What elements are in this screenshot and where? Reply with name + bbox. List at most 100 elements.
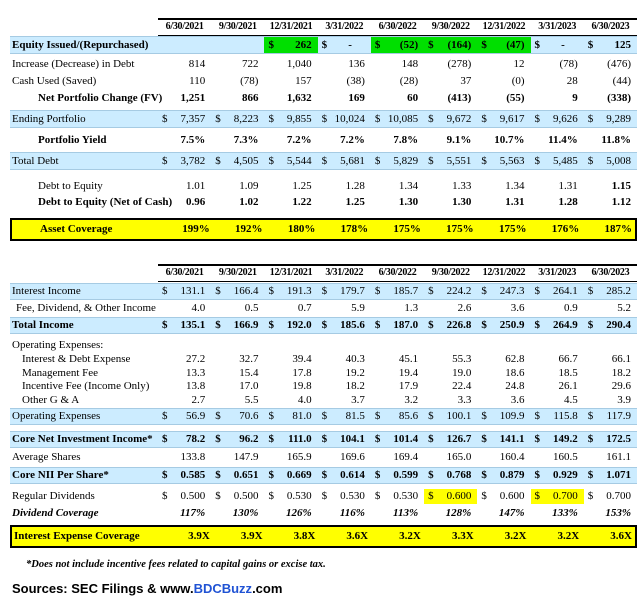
value-cell: 147.9 <box>211 450 264 465</box>
value-cell: $115.8 <box>531 409 584 424</box>
row-label: Total Debt <box>12 154 59 167</box>
cell-value: 149.2 <box>553 433 578 445</box>
cell-value: 96.2 <box>239 433 259 445</box>
dollar-sign: $ <box>587 154 594 167</box>
value-cell: $290.4 <box>584 318 637 333</box>
value-cell: $185.6 <box>318 318 371 333</box>
value-cell: $96.2 <box>211 432 264 447</box>
dollar-sign: $ <box>481 112 487 125</box>
value-cell: (44) <box>584 73 637 89</box>
row-label: Core Net Investment Income* <box>12 433 153 445</box>
cell-value: 0.500 <box>180 490 206 502</box>
cell-value: 0.600 <box>446 490 472 502</box>
value-cell: 3.2X <box>529 527 582 546</box>
dollar-sign: $ <box>428 319 434 331</box>
cell-value: 148 <box>401 57 419 70</box>
value-cell: 17.8 <box>264 367 317 381</box>
dollar-sign: $ <box>374 410 381 422</box>
value-cell: $0.669 <box>264 468 317 483</box>
cell-value: 2.7 <box>191 393 206 406</box>
value-cell: $5,008 <box>584 153 637 169</box>
value-cell: 4.5 <box>531 394 584 408</box>
column-header: 6/30/2022 <box>370 263 425 282</box>
cell-value: 1.3 <box>404 302 419 314</box>
value-cell: 178% <box>318 220 371 239</box>
value-cell: 1.34 <box>477 178 530 194</box>
cell-value: 1.33 <box>452 179 472 192</box>
cell-value: 40.3 <box>345 353 365 366</box>
cell-value: 160.5 <box>553 451 578 463</box>
dollar-sign: $ <box>587 469 594 481</box>
value-cell <box>158 338 211 353</box>
row-label: Debt to Equity (Net of Cash) <box>38 195 173 208</box>
value-cell: (78) <box>531 56 584 72</box>
row-label: Dividend Coverage <box>12 507 99 519</box>
value-cell: 175% <box>424 220 477 239</box>
value-cell: 11.4% <box>531 132 584 148</box>
value-cell: $0.600 <box>477 489 530 504</box>
value-cell <box>211 338 264 353</box>
cell-value: 100.1 <box>446 410 472 422</box>
dollar-sign: $ <box>268 469 274 481</box>
dollar-sign: $ <box>534 112 541 125</box>
value-cell: 180% <box>266 220 319 239</box>
value-cell: 1.15 <box>584 178 637 194</box>
value-cell: 175% <box>477 220 530 239</box>
value-cell: 3.2X <box>477 527 530 546</box>
value-cell: 3.2 <box>371 394 424 408</box>
dollar-sign: $ <box>321 319 328 331</box>
dollar-sign: $ <box>534 490 541 502</box>
value-cell: 18.2 <box>318 380 371 394</box>
cell-value: 1,632 <box>286 91 312 104</box>
value-cell: $ (164) <box>424 37 478 53</box>
value-cell: 1.34 <box>371 178 424 194</box>
row-label: Regular Dividends <box>12 490 95 502</box>
value-cell: 45.1 <box>371 353 424 367</box>
cell-value: 178% <box>340 223 369 235</box>
value-cell: 1.25 <box>318 194 371 210</box>
dollar-sign: $ <box>534 469 541 481</box>
cell-value: 147% <box>498 507 525 519</box>
dollar-sign: $ <box>587 285 594 297</box>
value-cell: 165.0 <box>424 450 477 465</box>
row-label: Fee, Dividend, & Other Income <box>16 302 156 314</box>
dollar-sign: $ <box>321 285 328 297</box>
cell-value: 3.9X <box>188 530 210 542</box>
value-cell: $191.3 <box>264 284 317 299</box>
value-cell: $172.5 <box>584 432 637 447</box>
value-cell <box>371 338 424 353</box>
cell-value: 10.7% <box>494 133 525 146</box>
cell-value: 1.31 <box>558 179 578 192</box>
dollar-sign: $ <box>428 490 434 502</box>
dollar-sign: $ <box>215 433 221 445</box>
cell-value: (78) <box>240 74 259 87</box>
dollar-sign: $ <box>268 410 274 422</box>
cell-value: 0.614 <box>340 469 365 481</box>
cell-value: 0.530 <box>393 490 419 502</box>
dollar-sign: $ <box>321 490 328 502</box>
dollar-sign: $ <box>215 469 221 481</box>
dollar-sign: $ <box>374 285 381 297</box>
value-cell: $0.700 <box>530 489 584 504</box>
cell-value: 1.25 <box>292 179 312 192</box>
value-cell: 3.6X <box>318 527 371 546</box>
cell-value: (28) <box>399 74 419 87</box>
cell-value: (44) <box>612 74 631 87</box>
cell-value: 85.6 <box>398 410 419 422</box>
cell-value: 9 <box>572 91 578 104</box>
column-header: 3/31/2023 <box>530 263 584 282</box>
value-cell: 1.12 <box>584 194 637 210</box>
value-cell: $224.2 <box>424 284 477 299</box>
value-cell: 187% <box>582 220 635 239</box>
table-row: Net Portfolio Change (FV) 1,251 866 1,632 16… <box>10 90 637 106</box>
bdcbuzz-link[interactable]: BDCBuzz <box>193 581 253 596</box>
column-header: 6/30/2022 <box>370 17 425 36</box>
column-header: 6/30/2023 <box>583 263 637 282</box>
value-cell: 1,632 <box>264 90 317 106</box>
cell-value: 722 <box>241 57 259 70</box>
table-row: Interest & Debt Expense 27.2 32.7 39.4 40.3 4… <box>10 353 637 367</box>
value-cell: $56.9 <box>158 409 211 424</box>
cell-value: 1.34 <box>505 179 525 192</box>
row-label: Management Fee <box>22 366 99 379</box>
cell-value: 19.2 <box>345 366 365 379</box>
